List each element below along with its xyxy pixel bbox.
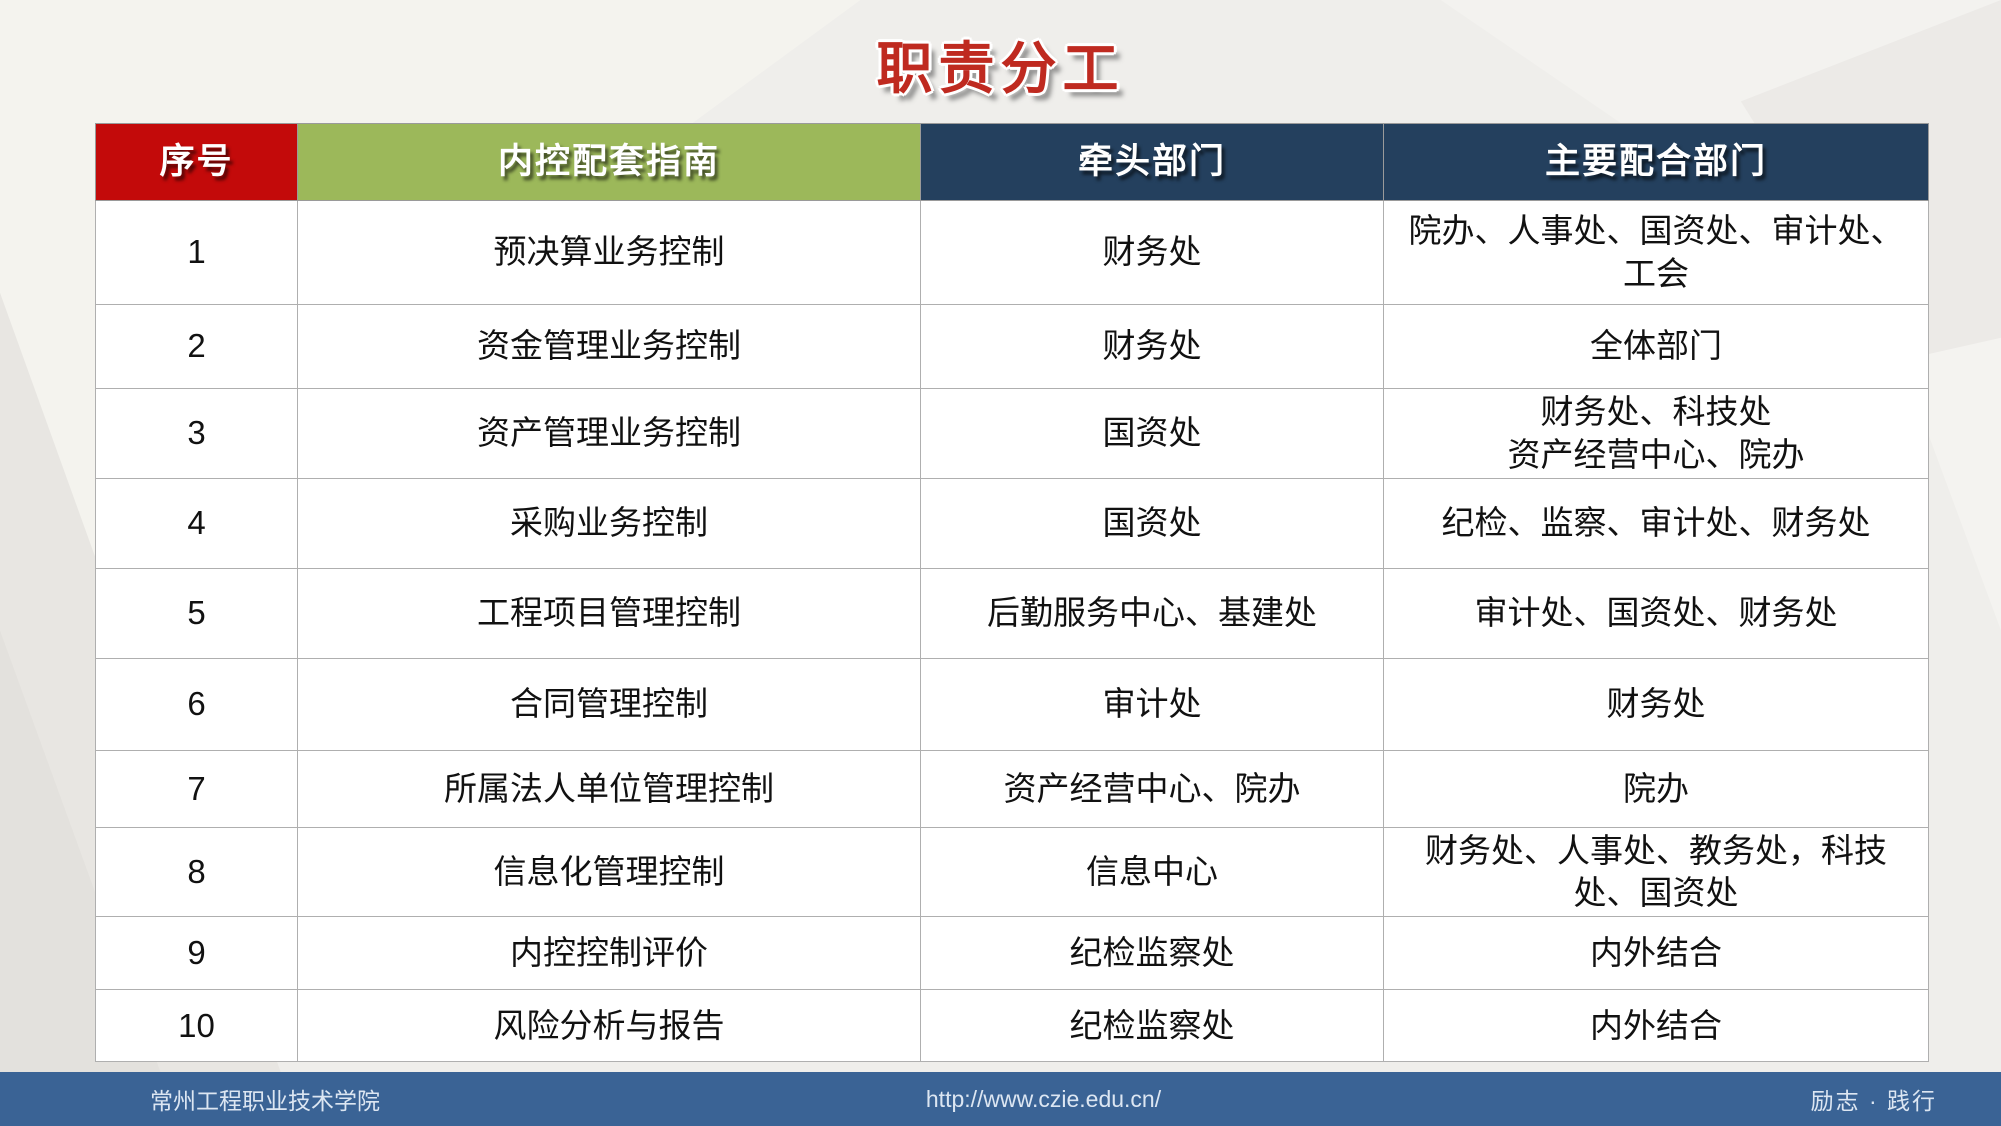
cell-number: 5 <box>95 568 298 659</box>
footer-motto: 励志 · 践行 <box>1810 1088 1938 1114</box>
cell-support: 财务处、科技处 资产经营中心、院办 <box>1383 388 1929 479</box>
cell-lead: 资产经营中心、院办 <box>920 750 1384 828</box>
cell-support: 纪检、监察、审计处、财务处 <box>1383 478 1929 569</box>
cell-support: 院办、人事处、国资处、审计处、工会 <box>1383 200 1929 305</box>
column-header-number: 序号 <box>95 123 298 201</box>
table-row: 1 预决算业务控制 财务处 院办、人事处、国资处、审计处、工会 <box>95 200 1929 305</box>
cell-lead: 财务处 <box>920 200 1384 305</box>
cell-guide: 预决算业务控制 <box>297 200 921 305</box>
cell-lead: 信息中心 <box>920 826 1384 918</box>
cell-lead: 国资处 <box>920 388 1384 479</box>
cell-support: 内外结合 <box>1383 916 1929 991</box>
table-row: 2 资金管理业务控制 财务处 全体部门 <box>95 304 1929 389</box>
cell-number: 3 <box>95 388 298 479</box>
cell-guide: 采购业务控制 <box>297 478 921 569</box>
table-row: 7 所属法人单位管理控制 资产经营中心、院办 院办 <box>95 750 1929 828</box>
cell-lead: 审计处 <box>920 658 1384 751</box>
cell-lead: 后勤服务中心、基建处 <box>920 568 1384 659</box>
table-row: 6 合同管理控制 审计处 财务处 <box>95 658 1929 751</box>
table-row: 9 内控控制评价 纪检监察处 内外结合 <box>95 916 1929 991</box>
table-row: 10 风险分析与报告 纪检监察处 内外结合 <box>95 989 1929 1063</box>
cell-number: 8 <box>95 826 298 918</box>
cell-number: 6 <box>95 658 298 751</box>
slide-footer: 常州工程职业技术学院 http://www.czie.edu.cn/ 励志 · … <box>0 1072 2001 1126</box>
cell-guide: 合同管理控制 <box>297 658 921 751</box>
cell-support: 全体部门 <box>1383 304 1929 389</box>
cell-guide: 资金管理业务控制 <box>297 304 921 389</box>
cell-guide: 工程项目管理控制 <box>297 568 921 659</box>
slide-title: 职责分工 <box>876 37 1125 100</box>
footer-school-name: 常州工程职业技术学院 <box>150 1088 380 1114</box>
column-header-lead: 牵头部门 <box>920 123 1384 201</box>
cell-lead: 财务处 <box>920 304 1384 389</box>
table-row: 4 采购业务控制 国资处 纪检、监察、审计处、财务处 <box>95 478 1929 569</box>
cell-number: 1 <box>95 200 298 305</box>
cell-support: 内外结合 <box>1383 989 1929 1063</box>
cell-support: 审计处、国资处、财务处 <box>1383 568 1929 659</box>
responsibility-table: 序号 内控配套指南 牵头部门 主要配合部门 1 预决算业务控制 财务处 院办、人… <box>95 123 1929 1063</box>
cell-guide: 所属法人单位管理控制 <box>297 750 921 828</box>
cell-guide: 内控控制评价 <box>297 916 921 991</box>
cell-number: 7 <box>95 750 298 828</box>
cell-support: 财务处、人事处、教务处，科技处、国资处 <box>1383 826 1929 918</box>
cell-number: 2 <box>95 304 298 389</box>
table-row: 5 工程项目管理控制 后勤服务中心、基建处 审计处、国资处、财务处 <box>95 568 1929 659</box>
cell-lead: 国资处 <box>920 478 1384 569</box>
column-header-guide: 内控配套指南 <box>297 123 921 201</box>
cell-support: 财务处 <box>1383 658 1929 751</box>
cell-number: 10 <box>95 989 298 1063</box>
cell-number: 4 <box>95 478 298 569</box>
cell-lead: 纪检监察处 <box>920 916 1384 991</box>
footer-url: http://www.czie.edu.cn/ <box>925 1085 1162 1112</box>
cell-guide: 信息化管理控制 <box>297 826 921 918</box>
table-row: 3 资产管理业务控制 国资处 财务处、科技处 资产经营中心、院办 <box>95 388 1929 479</box>
cell-guide: 资产管理业务控制 <box>297 388 921 479</box>
cell-support: 院办 <box>1383 750 1929 828</box>
cell-guide: 风险分析与报告 <box>297 989 921 1063</box>
table-header-row: 序号 内控配套指南 牵头部门 主要配合部门 <box>95 123 1929 201</box>
cell-lead: 纪检监察处 <box>920 989 1384 1063</box>
table-row: 8 信息化管理控制 信息中心 财务处、人事处、教务处，科技处、国资处 <box>95 826 1929 918</box>
column-header-support: 主要配合部门 <box>1383 123 1929 201</box>
cell-number: 9 <box>95 916 298 991</box>
